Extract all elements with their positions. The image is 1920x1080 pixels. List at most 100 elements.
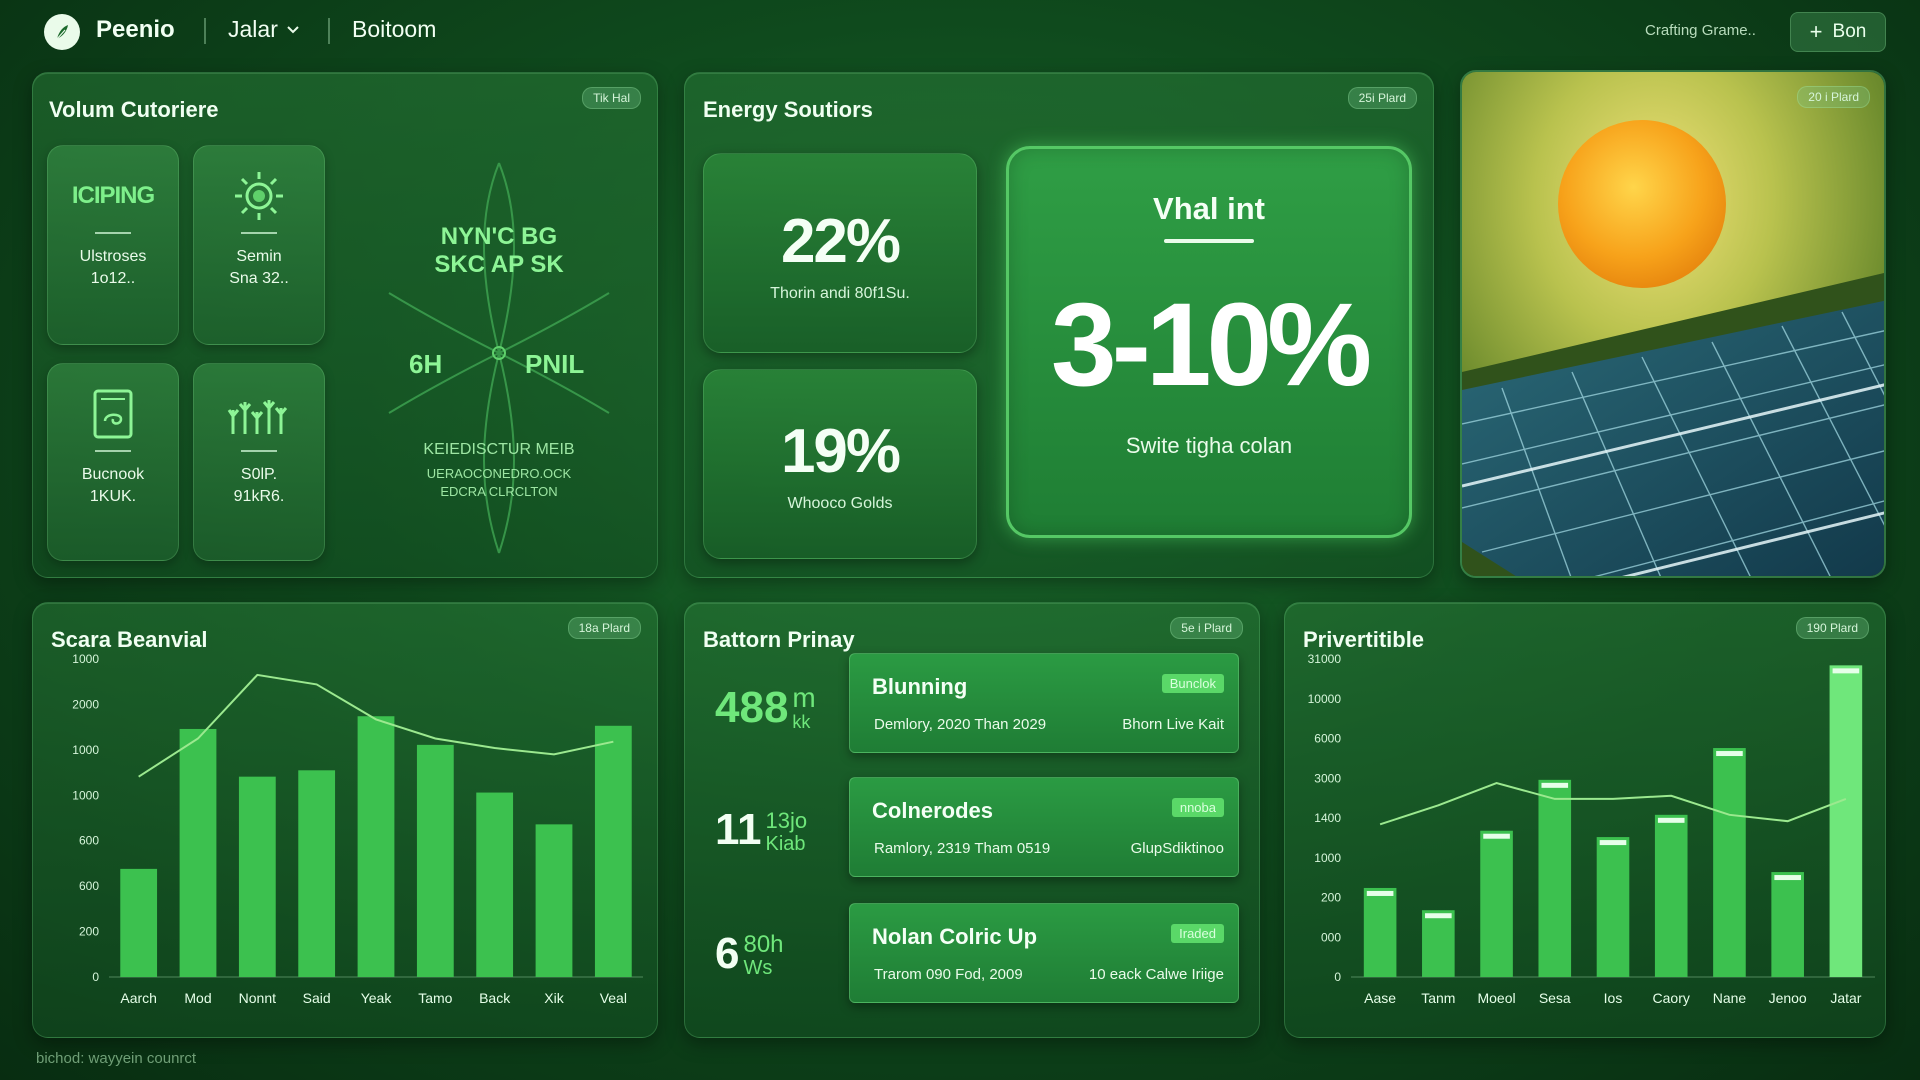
stat-card[interactable]: 19% Whooco Golds — [703, 369, 977, 559]
bar-cap-marker — [1774, 875, 1801, 881]
volume-tile[interactable]: S0lP. 91kR6. — [193, 363, 325, 561]
nav-dropdown-label: Jalar — [228, 16, 278, 42]
diagram-heading: NYN'C BG SKC AP SK — [434, 223, 564, 278]
card-detail: Trarom 090 Fod, 2009 — [874, 966, 1023, 983]
tile-value: 1o12.. — [90, 270, 136, 287]
battery-metric: 6 80h Ws — [715, 929, 784, 979]
solar-panel-image: 20 i Plard — [1460, 70, 1886, 578]
plus-icon: + — [1809, 19, 1823, 44]
panel-title: Energy Soutiors — [703, 97, 873, 122]
scara-chart-panel: Scara Beanvial 18a Plard 1000 2000 1000 100… — [32, 602, 658, 1038]
card-detail-right: 10 eack Calwe Iriige — [1088, 966, 1224, 983]
leaf-logo-icon[interactable] — [44, 14, 80, 50]
divider — [241, 232, 277, 234]
card-detail: Ramlory, 2319 Tham 0519 — [874, 840, 1051, 857]
y-tick-label: 1000 — [72, 743, 99, 757]
x-tick-label: Aase — [1364, 990, 1396, 1006]
battery-metric: 11 13jo Kiab — [715, 805, 808, 855]
battery-card[interactable]: Colnerodes nnoba Ramlory, 2319 Tham 0519… — [849, 777, 1239, 877]
y-tick-label: 200 — [79, 925, 99, 939]
sun-icon — [1558, 120, 1726, 288]
x-tick-label: Jenoo — [1769, 990, 1807, 1006]
nav-link[interactable]: Boitoom — [352, 16, 437, 42]
sun-icon — [194, 166, 324, 226]
chart-bar — [1596, 837, 1630, 977]
divider — [1164, 239, 1254, 243]
card-detail: Demlory, 2020 Than 2029 — [874, 716, 1047, 733]
x-tick-label: Nane — [1713, 990, 1747, 1006]
panel-title: Scara Beanvial — [51, 627, 208, 652]
stat-card[interactable]: 22% Thorin andi 80f1Su. — [703, 153, 977, 353]
add-button[interactable]: + Bon — [1790, 12, 1886, 52]
diagram-label-left: 6H — [409, 349, 443, 379]
panel-title: Privertitible — [1303, 627, 1425, 652]
bar-cap-marker — [1366, 890, 1394, 896]
chart-bar — [120, 868, 158, 977]
priv-chart-panel: Privertitible 190 Plard 31000 10000 6000 30… — [1284, 602, 1886, 1038]
bar-cap-marker — [1657, 817, 1685, 823]
y-tick-label: 3000 — [1314, 771, 1341, 785]
y-tick-label: 31000 — [1308, 652, 1342, 666]
y-tick-label: 10000 — [1308, 692, 1342, 706]
status-text: Crafting Grame.. — [1645, 22, 1756, 39]
divider — [95, 450, 131, 452]
volume-tile[interactable]: Bucnook 1KUK. — [47, 363, 179, 561]
battery-card[interactable]: Blunning Bunclok Demlory, 2020 Than 2029… — [849, 653, 1239, 753]
nav-dropdown[interactable]: Jalar — [228, 16, 300, 43]
chart-bar — [594, 725, 632, 977]
volume-tile[interactable]: ICIPING Ulstroses 1o12.. — [47, 145, 179, 345]
x-tick-label: Said — [303, 990, 331, 1006]
diagram-caption: UERAOCONEDRO.OCK EDCRA CLRCLTON — [426, 466, 572, 499]
panel-badge[interactable]: 5e i Plard — [1170, 617, 1243, 639]
chart-bar — [1713, 748, 1746, 977]
chart-bar — [535, 824, 573, 977]
tile-value: Sna 32.. — [229, 270, 289, 287]
status-badge: Bunclok — [1161, 674, 1224, 693]
highlight-stat-card[interactable]: Vhal int 3-10% Swite tigha colan — [1006, 146, 1412, 538]
divider — [241, 450, 277, 452]
x-tick-label: Moeol — [1477, 990, 1515, 1006]
panel-badge[interactable]: 190 Plard — [1795, 617, 1869, 639]
battery-card[interactable]: Nolan Colric Up Iraded Trarom 090 Fod, 2… — [849, 903, 1239, 1003]
x-tick-label: Back — [479, 990, 511, 1006]
stat-value: 19% — [780, 417, 901, 486]
highlight-label: Swite tigha colan — [1125, 433, 1293, 458]
text-logo-icon: ICIPING — [71, 182, 155, 209]
panel-badge[interactable]: 25i Plard — [1347, 87, 1417, 109]
tile-label: Semin — [236, 248, 282, 265]
x-tick-label: Tamo — [418, 990, 452, 1006]
y-tick-label: 200 — [1321, 891, 1341, 905]
x-tick-label: Aarch — [120, 990, 157, 1006]
y-tick-label: 600 — [79, 834, 99, 848]
tile-label: S0lP. — [240, 466, 278, 483]
chart-bar — [476, 792, 514, 977]
chart-bar — [1654, 814, 1688, 977]
y-tick-label: 600 — [79, 879, 99, 893]
panel-badge[interactable]: 20 i Plard — [1797, 86, 1870, 108]
y-tick-label: 6000 — [1314, 732, 1341, 746]
bar-cap-marker — [1716, 751, 1743, 757]
footer-text: bichod: wayyein counrct — [36, 1050, 197, 1067]
chart-bar — [1538, 779, 1572, 977]
volume-tile[interactable]: Semin Sna 32.. — [193, 145, 325, 345]
x-tick-label: Sesa — [1539, 990, 1571, 1006]
panel-badge[interactable]: 18a Plard — [567, 617, 641, 639]
chart-bar — [238, 776, 276, 977]
document-icon — [48, 384, 178, 444]
tile-label: Ulstroses — [79, 248, 147, 265]
stat-label: Thorin andi 80f1Su. — [770, 285, 910, 302]
panel-badge[interactable]: Tik Hal — [582, 87, 641, 109]
x-tick-label: Ios — [1604, 990, 1623, 1006]
chart-bar — [1480, 830, 1513, 977]
trend-line — [138, 673, 614, 778]
chart-bar — [416, 744, 454, 977]
status-badge: Iraded — [1171, 924, 1224, 943]
panel-title: Volum Cutoriere — [49, 97, 219, 122]
bar-cap-marker — [1483, 833, 1510, 839]
chart-bar — [357, 716, 395, 977]
x-tick-label: Mod — [184, 990, 211, 1006]
y-tick-label: 2000 — [72, 697, 99, 711]
diagram-caption-main: KEIEDISCTUR MEIB — [423, 441, 575, 458]
app-brand: Peenio — [96, 16, 175, 43]
